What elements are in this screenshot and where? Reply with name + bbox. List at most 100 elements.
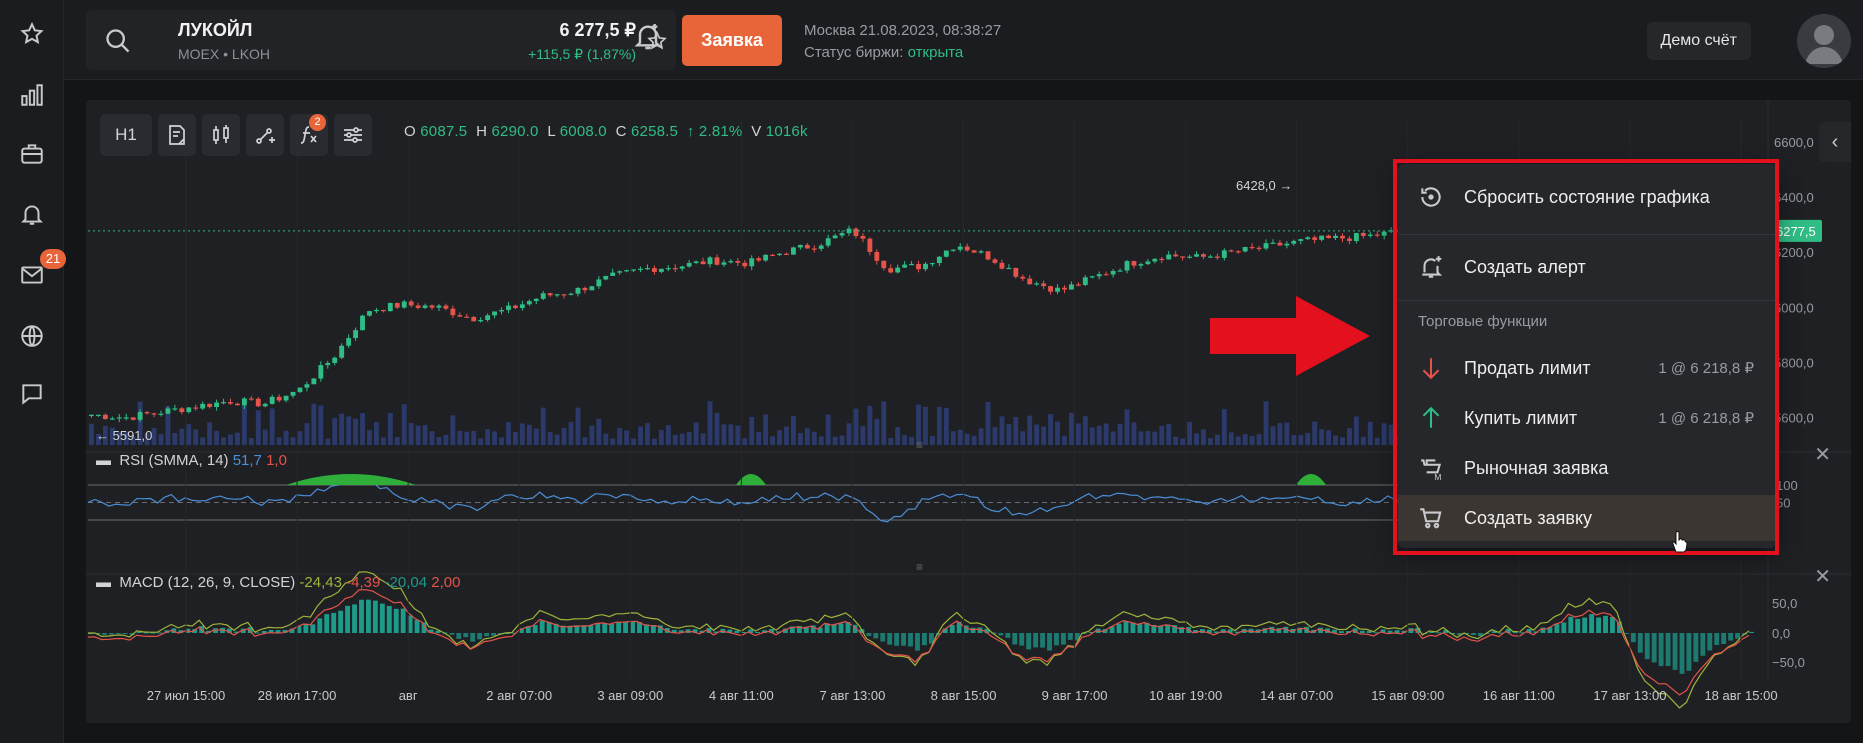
volume-bar xyxy=(346,416,352,445)
sidebar-item-messages[interactable]: 21 xyxy=(16,249,66,291)
volume-bar xyxy=(1298,434,1304,445)
collapse-panel-button[interactable]: ‹ xyxy=(1819,122,1851,162)
macd-hist-bar xyxy=(1714,633,1720,646)
sidebar-item-markets[interactable] xyxy=(16,320,48,352)
pane-resize-handle: ≡ xyxy=(916,560,923,574)
macd-hist-bar xyxy=(1040,633,1046,648)
volume-bar xyxy=(1194,433,1199,445)
chart-settings-button[interactable] xyxy=(334,114,372,156)
macd-hist-bar xyxy=(1672,633,1678,670)
volume-bar xyxy=(1013,416,1019,445)
sidebar-item-analytics[interactable] xyxy=(16,79,48,111)
volume-bar xyxy=(985,401,991,445)
macd-hist-bar xyxy=(1471,633,1476,636)
volume-bar xyxy=(429,431,435,445)
macd-legend: ▬ MACD (12, 26, 9, CLOSE) -24,43 -4,39 -… xyxy=(96,574,460,591)
candle-body xyxy=(506,305,511,311)
sidebar-item-chat[interactable] xyxy=(16,378,48,410)
volume-bar xyxy=(916,404,921,445)
demo-account-button[interactable]: Демо счёт xyxy=(1646,22,1751,60)
drawing-tools-button[interactable] xyxy=(246,114,284,156)
candle-body xyxy=(1075,284,1081,286)
candle-body xyxy=(144,412,150,414)
volume-bar xyxy=(1103,423,1109,445)
candle-body xyxy=(1256,247,1262,249)
candle-body xyxy=(325,362,331,366)
volume-bar xyxy=(665,425,671,445)
x-tick-label: 9 авг 17:00 xyxy=(1042,688,1108,703)
macd-hist-bar xyxy=(359,599,364,633)
macd-histogram xyxy=(88,599,1754,674)
candle-body xyxy=(631,269,637,271)
ticker-change: +115,5 ₽ (1,87%) xyxy=(528,46,636,62)
candle-body xyxy=(1305,237,1311,240)
macd-dash: ▬ xyxy=(96,574,116,591)
menu-item-create-alert[interactable]: Создать алерт xyxy=(1398,244,1776,290)
red-arrow-annotation xyxy=(1210,296,1370,376)
sidebar-item-favorites[interactable] xyxy=(16,18,48,50)
candle-body xyxy=(707,257,713,265)
candle-body xyxy=(964,246,970,251)
macd-hist-bar xyxy=(574,625,580,633)
drawing-list-button[interactable] xyxy=(158,114,196,156)
search-icon[interactable] xyxy=(104,27,132,55)
candle-body xyxy=(102,414,108,419)
volume-bar xyxy=(825,414,831,445)
current-price-tag xyxy=(1770,219,1822,242)
sidebar-item-alerts[interactable] xyxy=(16,198,48,230)
volume-bar xyxy=(1187,421,1193,445)
candle-body xyxy=(735,261,741,263)
menu-item-buy-limit[interactable]: Купить лимит 1 @ 6 218,8 ₽ xyxy=(1398,395,1776,441)
price-tick-label: 5800,0 xyxy=(1774,355,1814,370)
volume-bar xyxy=(617,428,623,445)
macd-hist-bar xyxy=(178,630,184,633)
rsi-dash: ▬ xyxy=(96,452,116,469)
volume-bar xyxy=(401,404,407,445)
close-label: C xyxy=(615,123,627,140)
add-alert-bell-icon[interactable] xyxy=(632,20,666,54)
macd-hist-bar xyxy=(1054,633,1059,646)
interval-button[interactable]: H1 xyxy=(100,114,152,156)
indicators-button[interactable]: 2 xyxy=(290,114,328,156)
volume-bar xyxy=(568,421,574,445)
ticker-card[interactable]: ЛУКОЙЛ MOEX • LKOH 6 277,5 ₽ +115,5 ₽ (1… xyxy=(86,10,676,70)
macd-hist-bar xyxy=(171,628,177,633)
volume-bar xyxy=(1235,436,1241,445)
candle-body xyxy=(728,261,734,263)
candle-body xyxy=(478,320,484,322)
macd-close-icon[interactable]: ✕ xyxy=(1814,566,1831,588)
candle-body xyxy=(443,305,449,309)
candle-body xyxy=(269,396,275,404)
x-tick-label: 3 авг 09:00 xyxy=(597,688,663,703)
chart-type-button[interactable] xyxy=(202,114,240,156)
macd-hist-bar xyxy=(254,632,260,634)
candle-body xyxy=(200,403,206,409)
volume-bar xyxy=(1326,430,1332,445)
macd-hist-bar xyxy=(511,632,517,634)
menu-item-market-order[interactable]: M Рыночная заявка xyxy=(1398,445,1776,491)
menu-item-create-order[interactable]: Создать заявку xyxy=(1398,495,1776,541)
macd-hist-bar xyxy=(991,632,997,634)
rsi-close-icon[interactable]: ✕ xyxy=(1814,444,1831,466)
volume-bar xyxy=(957,429,963,445)
menu-item-reset-chart[interactable]: Сбросить состояние графика xyxy=(1398,174,1776,220)
candle-body xyxy=(818,245,824,249)
candle-body xyxy=(790,247,796,255)
macd-value-4: 2,00 xyxy=(431,574,461,591)
candle-body xyxy=(1166,254,1172,260)
avatar[interactable] xyxy=(1797,14,1851,68)
menu-item-sell-limit[interactable]: Продать лимит 1 @ 6 218,8 ₽ xyxy=(1398,345,1776,391)
rsi-value: 51,7 xyxy=(232,452,262,469)
candle-body xyxy=(394,303,400,308)
x-tick-label: 8 авг 15:00 xyxy=(931,688,997,703)
volume-bar xyxy=(137,401,143,445)
candle-body xyxy=(464,316,470,318)
macd-hist-bar xyxy=(122,633,128,635)
candle-body xyxy=(839,233,845,236)
volume-bar xyxy=(735,425,741,445)
order-button[interactable]: Заявка xyxy=(682,15,782,66)
volume-bar xyxy=(193,429,199,445)
volume-bar xyxy=(415,425,421,445)
sidebar-item-portfolio[interactable] xyxy=(16,138,48,170)
macd-hist-bar xyxy=(1728,633,1734,641)
